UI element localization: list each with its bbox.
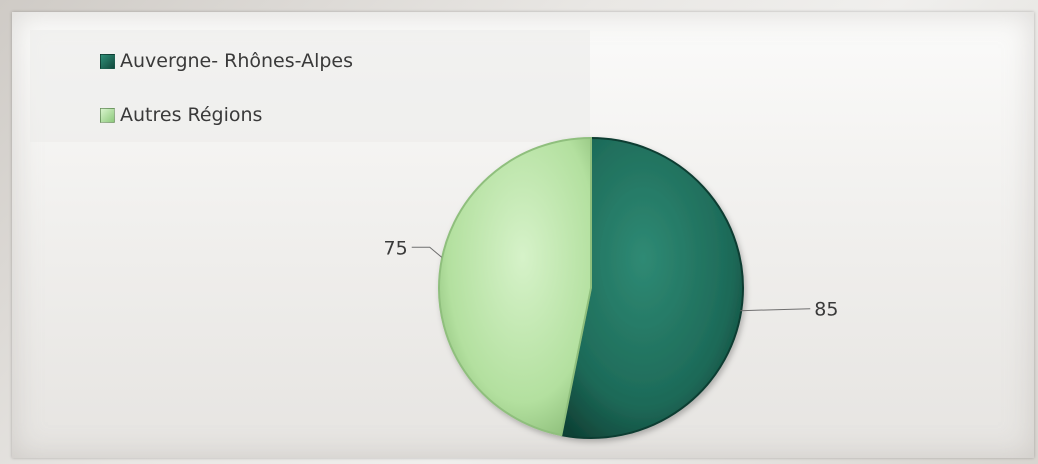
legend-swatch-auvergne-rhone-alpes <box>100 53 115 69</box>
leader-line-autres-regions <box>411 246 443 258</box>
data-label-auvergne-rhone-alpes: 85 <box>814 299 838 321</box>
data-label-autres-regions: 75 <box>384 237 408 259</box>
pie-slice-autres-regions <box>438 136 592 437</box>
legend: Auvergne- Rhônes-Alpes Autres Régions <box>30 30 590 142</box>
legend-swatch-autres-regions <box>100 107 115 123</box>
legend-item-autres-regions: Autres Régions <box>100 104 262 126</box>
legend-label-auvergne-rhone-alpes: Auvergne- Rhônes-Alpes <box>120 50 354 72</box>
pie-slice-auvergne-rhone-alpes <box>560 136 744 439</box>
legend-label-autres-regions: Autres Régions <box>120 104 263 126</box>
leader-line-auvergne-rhone-alpes <box>740 308 811 312</box>
legend-item-auvergne-rhone-alpes: Auvergne- Rhônes-Alpes <box>100 50 353 72</box>
